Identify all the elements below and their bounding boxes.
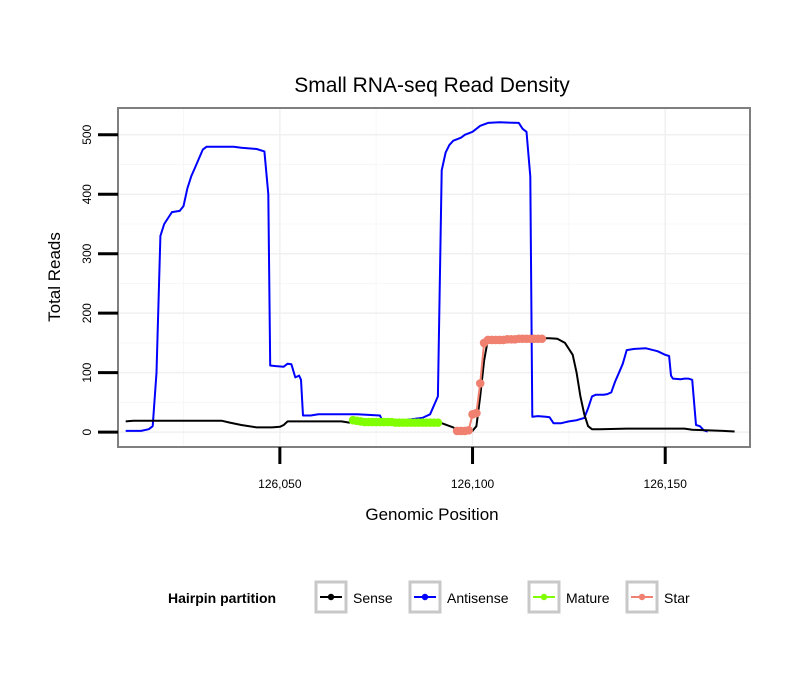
legend-label-mature: Mature <box>566 590 610 606</box>
y-tick-label: 300 <box>80 243 94 263</box>
legend-title: Hairpin partition <box>168 590 276 606</box>
legend-label-antisense: Antisense <box>447 590 509 606</box>
data-point-mature <box>433 418 443 427</box>
data-point-star <box>475 379 485 388</box>
y-tick-label: 400 <box>80 184 94 204</box>
legend-key-dot-antisense <box>421 593 429 601</box>
series-group <box>125 121 735 436</box>
panel-background <box>118 108 750 447</box>
data-point-star <box>472 408 481 418</box>
legend-key-dot-mature <box>540 593 548 601</box>
y-tick-label: 100 <box>80 362 94 382</box>
x-axis-title: Genomic Position <box>365 505 498 524</box>
legend-key-dot-star <box>638 593 646 601</box>
series-line-antisense <box>125 121 708 433</box>
legend-label-sense: Sense <box>353 590 393 606</box>
x-tick-label: 126,150 <box>644 477 688 491</box>
x-tick-label: 126,050 <box>258 477 302 491</box>
chart-title: Small RNA-seq Read Density <box>294 74 570 97</box>
axes: 126,050 126,100 126,150 0 100 200 300 400 500 <box>80 124 687 491</box>
legend: Hairpin partition Sense Antisense Mature St… <box>168 580 690 614</box>
y-tick-label: 200 <box>80 303 94 323</box>
legend-label-star: Star <box>664 590 690 606</box>
panel-border <box>117 107 751 448</box>
y-tick-label: 0 <box>80 428 94 435</box>
x-tick-label: 126,100 <box>451 477 495 491</box>
data-point-star <box>537 334 547 344</box>
data-point-star <box>464 426 473 435</box>
y-axis-title: Total Reads <box>45 232 64 322</box>
plot-area <box>117 107 751 448</box>
y-tick-label: 500 <box>80 124 94 144</box>
legend-key-dot-sense <box>327 593 335 601</box>
